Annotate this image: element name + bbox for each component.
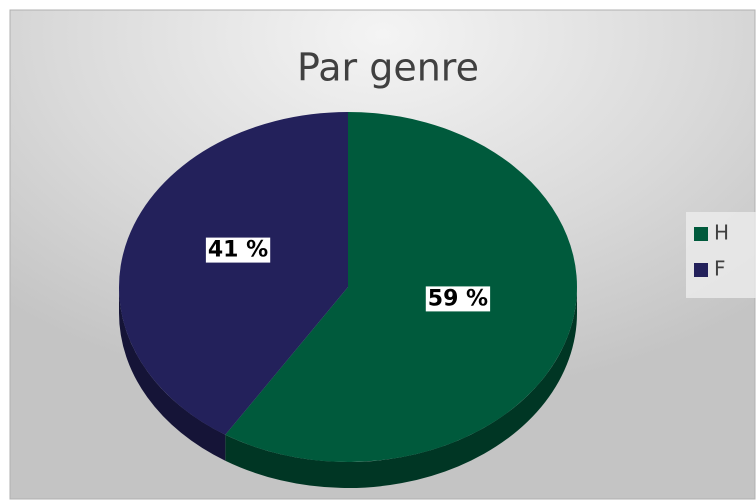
data-label-bg bbox=[425, 286, 491, 312]
legend-swatch bbox=[694, 263, 708, 277]
slice-side bbox=[119, 287, 226, 461]
data-label: 59 % bbox=[428, 286, 488, 311]
chart-title: Par genre bbox=[297, 46, 479, 90]
slice bbox=[119, 112, 349, 435]
data-label-bg bbox=[205, 237, 271, 263]
legend-box bbox=[686, 212, 756, 298]
slice bbox=[225, 112, 578, 463]
legend-label: F bbox=[714, 257, 726, 281]
legend-swatch bbox=[694, 227, 708, 241]
data-label: 41 % bbox=[208, 238, 268, 263]
legend-label: H bbox=[714, 221, 729, 245]
slice-side bbox=[225, 287, 578, 488]
